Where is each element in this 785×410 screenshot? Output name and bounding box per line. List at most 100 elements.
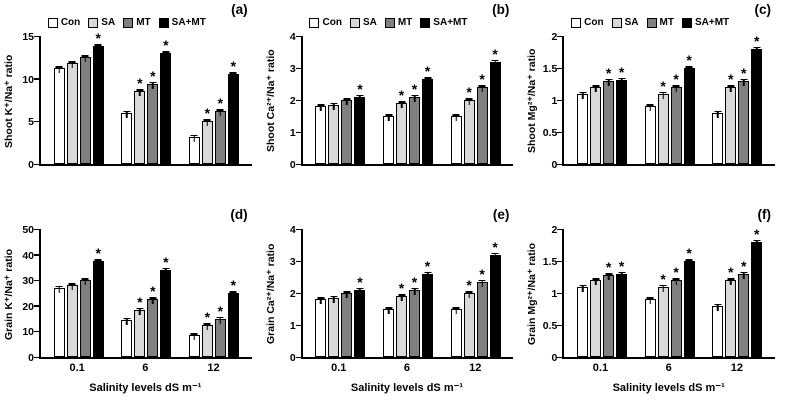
- error-bar: [605, 78, 613, 82]
- bar-group: * * *: [636, 36, 704, 164]
- error-bar: [452, 307, 460, 310]
- y-axis-ticks: 0 1 2 3 4: [279, 31, 301, 171]
- y-tick-mark: [34, 279, 39, 282]
- bar-con: [577, 91, 589, 164]
- error-bar: [672, 85, 680, 88]
- y-tick-mark: [295, 228, 301, 230]
- bar-group: * * *: [113, 229, 181, 357]
- y-axis-ticks: 0 5 10 15: [17, 31, 39, 171]
- bar-con: [383, 114, 394, 164]
- panel-label: (c): [754, 2, 771, 17]
- significance-asterisk: *: [424, 257, 431, 274]
- y-tick-label: 0.5: [542, 320, 558, 332]
- bar-sa-mt: *: [92, 246, 104, 357]
- panel-header: Con SA MT SA+MT (c): [525, 2, 775, 36]
- bar-mt: *: [147, 69, 159, 164]
- bars-container: * * * * * * * *: [564, 227, 775, 357]
- error-bar: [714, 303, 722, 307]
- error-bar: [162, 267, 170, 271]
- bar-mt: *: [214, 96, 226, 164]
- y-tick-mark: [295, 35, 301, 37]
- bar-group: *: [307, 229, 375, 357]
- significance-asterisk: *: [673, 71, 679, 88]
- panel-header: (d): [2, 207, 252, 229]
- x-axis-title: Salinity levels dS m⁻¹: [350, 382, 464, 394]
- y-tick-mark: [557, 228, 563, 230]
- significance-asterisk: *: [411, 80, 418, 97]
- bar-sa-mt: *: [160, 255, 172, 357]
- y-tick-label: 0: [28, 352, 34, 364]
- panel-d: (d) Grain K⁺/Na⁺ ratio 0 10 20 30 40 50 * * * * *…: [0, 205, 262, 410]
- y-tick-label: 20: [22, 300, 34, 313]
- bar-sa: [328, 295, 340, 357]
- significance-asterisk: *: [686, 52, 692, 68]
- legend-item: Con: [309, 17, 342, 28]
- error-bar: [411, 287, 418, 291]
- error-bar: [55, 66, 63, 69]
- error-bar: [659, 91, 667, 95]
- y-axis-label: Shoot Ca²⁺/Na⁺ ratio: [264, 49, 277, 153]
- error-bar: [491, 59, 499, 63]
- legend-item: SA+MT: [420, 17, 467, 28]
- legend-label: Con: [584, 17, 604, 28]
- bar-sa: *: [725, 265, 737, 357]
- bar-mt: *: [476, 72, 488, 164]
- significance-asterisk: *: [660, 270, 666, 287]
- significance-asterisk: *: [466, 84, 472, 100]
- significance-asterisk: *: [466, 277, 472, 293]
- legend-swatch-icon: [646, 17, 657, 28]
- error-bar: [592, 85, 600, 88]
- error-bar: [190, 333, 198, 336]
- y-tick-label: 2: [289, 95, 296, 107]
- bar-group: * * *: [442, 229, 510, 357]
- error-bar: [317, 297, 325, 300]
- x-tick-label: 0.1: [331, 362, 347, 374]
- significance-asterisk: *: [217, 95, 224, 112]
- legend-label: SA+MT: [171, 17, 206, 28]
- bar-sa: *: [463, 85, 475, 164]
- error-bar: [452, 114, 460, 117]
- significance-asterisk: *: [740, 64, 747, 81]
- bar-mt: *: [603, 260, 615, 357]
- error-bar: [330, 102, 338, 106]
- plot-area: * * * * * * * *: [557, 227, 775, 359]
- bar-mt: *: [738, 66, 750, 164]
- legend-item: MT: [646, 17, 674, 28]
- y-tick-mark: [295, 99, 301, 101]
- bar-con: [53, 285, 65, 357]
- error-bar: [740, 78, 748, 82]
- error-bar: [727, 278, 735, 281]
- legend-item: SA: [611, 17, 639, 28]
- significance-asterisk: *: [753, 32, 760, 49]
- significance-asterisk: *: [424, 63, 431, 80]
- error-bar: [685, 66, 693, 69]
- y-tick-mark: [557, 163, 563, 165]
- bars-container: * * * * * * *: [41, 31, 252, 164]
- bar-mt: [341, 98, 353, 164]
- error-bar: [424, 271, 431, 275]
- y-axis-ticks: 0 0.5 1 1.5 2: [540, 31, 562, 171]
- y-tick-label: 0.5: [542, 127, 558, 139]
- error-bar: [385, 114, 392, 117]
- significance-asterisk: *: [137, 75, 143, 92]
- bar-sa: [590, 278, 602, 357]
- y-tick-label: 0: [289, 159, 296, 171]
- bar-sa: [590, 85, 602, 164]
- significance-asterisk: *: [398, 280, 405, 297]
- panel-header: (e): [264, 207, 514, 229]
- significance-asterisk: *: [137, 293, 143, 310]
- bar-mt: *: [603, 66, 615, 164]
- legend-swatch-icon: [681, 17, 692, 28]
- bar-mt: *: [738, 259, 750, 357]
- y-tick-label: 3: [289, 256, 296, 268]
- bar-mt: *: [670, 72, 682, 164]
- legend-swatch-icon: [420, 17, 431, 28]
- legend-item: Con: [571, 17, 604, 28]
- bars-container: * * * * * * *: [303, 36, 514, 164]
- significance-asterisk: *: [605, 259, 612, 276]
- bar-sa: [66, 283, 78, 357]
- error-bar: [81, 55, 89, 58]
- y-tick-mark: [295, 67, 301, 69]
- bar-con: [644, 297, 656, 357]
- legend-label: MT: [397, 17, 413, 28]
